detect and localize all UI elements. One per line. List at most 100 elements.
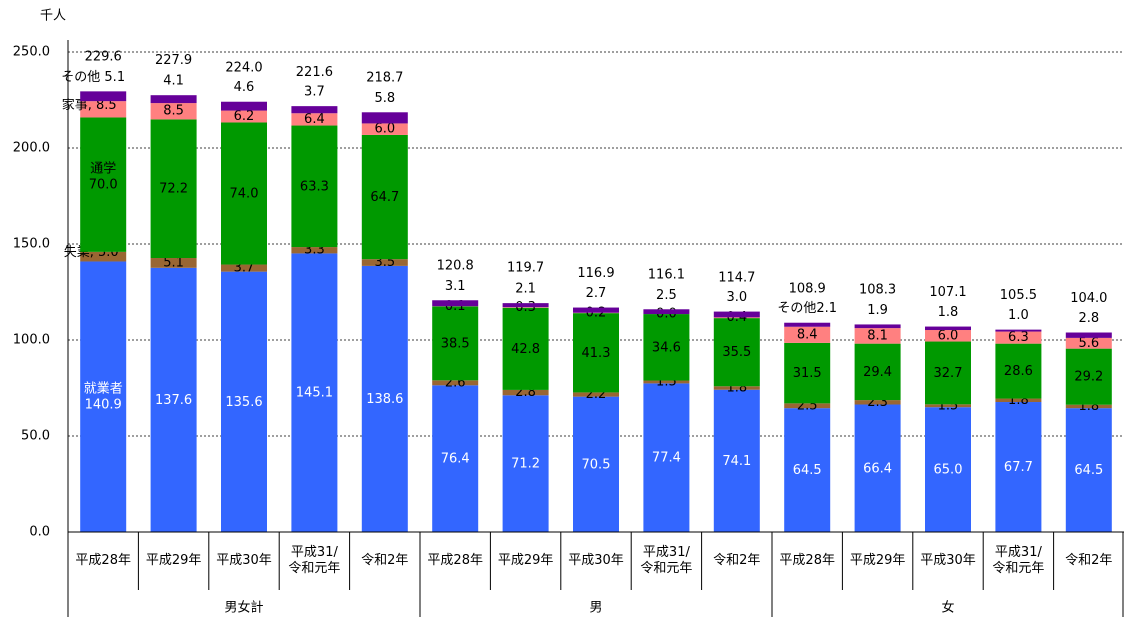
bar-segment (291, 113, 338, 126)
value-label: 66.4 (863, 461, 892, 476)
value-label: 2.1 (515, 282, 536, 297)
bar-segment (784, 326, 831, 343)
y-tick-label: 150.0 (13, 237, 50, 252)
bar-segment (1065, 404, 1112, 409)
value-label: 28.6 (1004, 364, 1033, 379)
bar-segment (573, 396, 619, 532)
bar-segment (361, 134, 408, 260)
total-label: 227.9 (155, 53, 192, 68)
x-tick-label: 平成29年 (498, 553, 554, 568)
total-label: 105.5 (1000, 288, 1037, 303)
bar-segment (573, 307, 619, 313)
bar-segment (150, 95, 197, 104)
value-label: 8.4 (797, 327, 818, 342)
bar-segment (291, 106, 338, 114)
bar-segment (643, 309, 690, 315)
bar-segment (1065, 337, 1112, 349)
group-label: 男女計 (224, 600, 263, 616)
bar-segment (361, 112, 408, 124)
bar-segment (432, 385, 479, 532)
group-label: 女 (941, 600, 954, 616)
y-tick-label: 250.0 (13, 45, 50, 60)
value-label: 70.5 (582, 457, 611, 472)
value-label: 64.5 (793, 463, 822, 478)
x-tick-label: 平成31/令和元年 (992, 545, 1044, 576)
value-label: 4.6 (234, 80, 255, 95)
x-tick-label: 平成28年 (779, 553, 835, 568)
bar-segment (80, 101, 127, 118)
bar-segment (150, 119, 197, 259)
y-tick-label: 200.0 (13, 141, 50, 156)
bar-segment (502, 307, 549, 390)
value-label: 3.7 (304, 85, 325, 100)
value-label: 6.0 (938, 328, 959, 343)
bar-segment (995, 343, 1042, 399)
bar-segment (432, 306, 479, 381)
value-label: 38.5 (441, 336, 470, 351)
value-label: 29.2 (1074, 369, 1103, 384)
value-label: 通学 70.0 (89, 160, 118, 192)
bar-segment (291, 253, 338, 532)
bar-segment (502, 395, 549, 532)
value-label: 4.1 (163, 74, 184, 89)
x-tick-label: 令和2年 (713, 553, 760, 568)
value-label: 72.2 (159, 181, 188, 196)
value-label: 135.6 (225, 394, 262, 409)
value-label: 67.7 (1004, 460, 1033, 475)
bar-segment (713, 311, 760, 318)
x-tick-label: 平成29年 (146, 553, 202, 568)
x-tick-label: 令和2年 (1065, 553, 1112, 568)
bar-segment (80, 91, 127, 102)
bar-segment (995, 329, 1042, 332)
x-tick-label: 平成31/令和元年 (640, 545, 692, 576)
bar-segment (854, 400, 901, 405)
total-label: 221.6 (296, 65, 333, 80)
y-tick-label: 0.0 (29, 525, 50, 540)
value-label: 65.0 (934, 462, 963, 477)
value-label: 29.4 (863, 364, 892, 379)
bar-segment (925, 404, 971, 408)
value-label: 64.5 (1074, 463, 1103, 478)
bar-segment (502, 303, 549, 308)
x-tick-label: 平成30年 (920, 553, 976, 568)
bar-segment (291, 125, 338, 248)
bar-segment (643, 314, 690, 381)
total-label: 108.9 (789, 281, 826, 296)
bar-segment (995, 398, 1042, 403)
bar-segment (854, 324, 901, 329)
x-tick-label: 平成31/令和元年 (288, 545, 340, 576)
bar-segment (221, 271, 267, 532)
y-axis-label: 千人 (40, 9, 66, 24)
bar-segment (643, 380, 690, 384)
x-tick-label: 平成30年 (216, 553, 272, 568)
bar-segment (221, 101, 267, 111)
x-tick-label: 平成30年 (568, 553, 624, 568)
bar-segment (502, 307, 549, 308)
bar-segment (713, 318, 760, 387)
bar-segment (80, 117, 127, 252)
bar-segment (925, 341, 971, 405)
bar-segment (150, 258, 197, 268)
value-label: 6.0 (374, 122, 395, 137)
bar-segment (854, 328, 901, 344)
bar-segment (995, 331, 1042, 344)
value-label: 5.6 (1078, 336, 1099, 351)
x-tick-label: 令和2年 (361, 553, 408, 568)
value-label: その他 5.1 (61, 70, 125, 85)
total-label: 108.3 (859, 283, 896, 298)
bar-segment (150, 103, 197, 120)
value-label: 1.8 (938, 305, 959, 320)
value-label: 2.8 (1078, 311, 1099, 326)
bar-segment (221, 110, 267, 123)
value-label: 8.1 (867, 328, 888, 343)
bar-segment (361, 259, 408, 266)
value-label: 5.8 (374, 91, 395, 106)
bar-segment (854, 404, 901, 532)
bar-segment (784, 403, 831, 409)
value-label: 0.3 (515, 300, 536, 315)
bar-segment (925, 330, 971, 342)
bar-segment (291, 247, 338, 254)
bar-segment (713, 389, 760, 532)
value-label: 1.0 (1008, 308, 1029, 323)
